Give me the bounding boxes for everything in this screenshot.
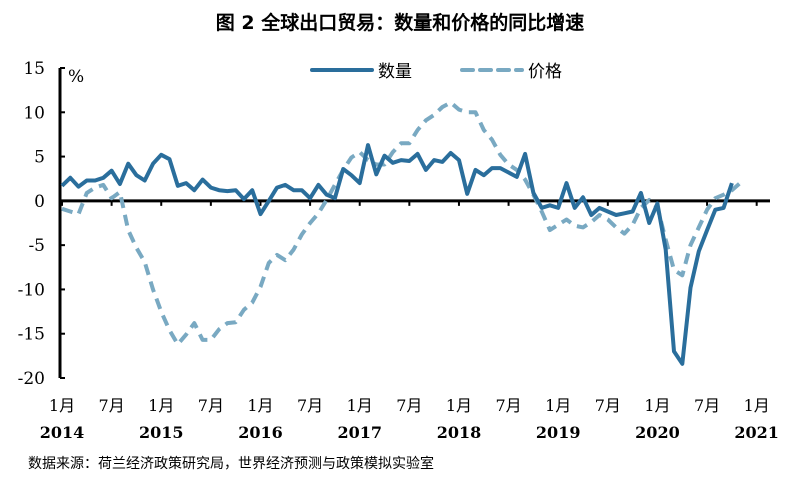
x-tick-label: 7月 — [99, 396, 125, 415]
y-tick-label: 10 — [23, 103, 45, 123]
x-tick-label: 1月 — [347, 396, 373, 415]
x-year-label: 2014 — [40, 423, 85, 442]
y-unit-label: % — [68, 67, 84, 87]
y-tick-label: -5 — [28, 236, 45, 256]
x-tick-label: 1月 — [247, 396, 273, 415]
x-year-label: 2016 — [238, 423, 283, 442]
x-tick-label: 7月 — [396, 396, 422, 415]
x-tick-label: 1月 — [644, 396, 670, 415]
x-year-label: 2020 — [635, 423, 680, 442]
legend: 数量 价格 — [310, 62, 562, 82]
source-note: 数据来源：荷兰经济政策研究局，世界经济预测与政策模拟实验室 — [28, 455, 434, 472]
x-tick-label: 7月 — [694, 396, 720, 415]
x-tick-label: 1月 — [545, 396, 571, 415]
x-year-label: 2017 — [337, 423, 382, 442]
chart-title: 图 2 全球出口贸易：数量和价格的同比增速 — [216, 11, 584, 34]
y-tick-label: 5 — [34, 148, 45, 168]
y-tick-label: 15 — [23, 59, 45, 79]
y-tick-label: -15 — [18, 325, 45, 345]
x-tick-label: 1月 — [744, 396, 770, 415]
x-tick-label: 7月 — [595, 396, 621, 415]
x-tick-label: 1月 — [446, 396, 472, 415]
x-tick-label: 1月 — [49, 396, 75, 415]
series-line-price — [61, 100, 742, 347]
x-year-label: 2018 — [437, 423, 482, 442]
x-year-label: 2019 — [536, 423, 581, 442]
x-year-label: 2021 — [734, 423, 779, 442]
y-tick-label: 0 — [34, 192, 45, 212]
x-tick-label: 7月 — [297, 396, 323, 415]
x-tick-label: 7月 — [198, 396, 224, 415]
y-tick-label: -20 — [18, 369, 45, 389]
x-tick-label: 7月 — [495, 396, 521, 415]
legend-label-volume: 数量 — [378, 62, 412, 82]
x-tick-label: 1月 — [148, 396, 174, 415]
y-tick-label: -10 — [18, 280, 45, 300]
legend-label-price: 价格 — [528, 62, 562, 82]
x-year-label: 2015 — [139, 423, 184, 442]
series-line-volume — [60, 143, 734, 366]
